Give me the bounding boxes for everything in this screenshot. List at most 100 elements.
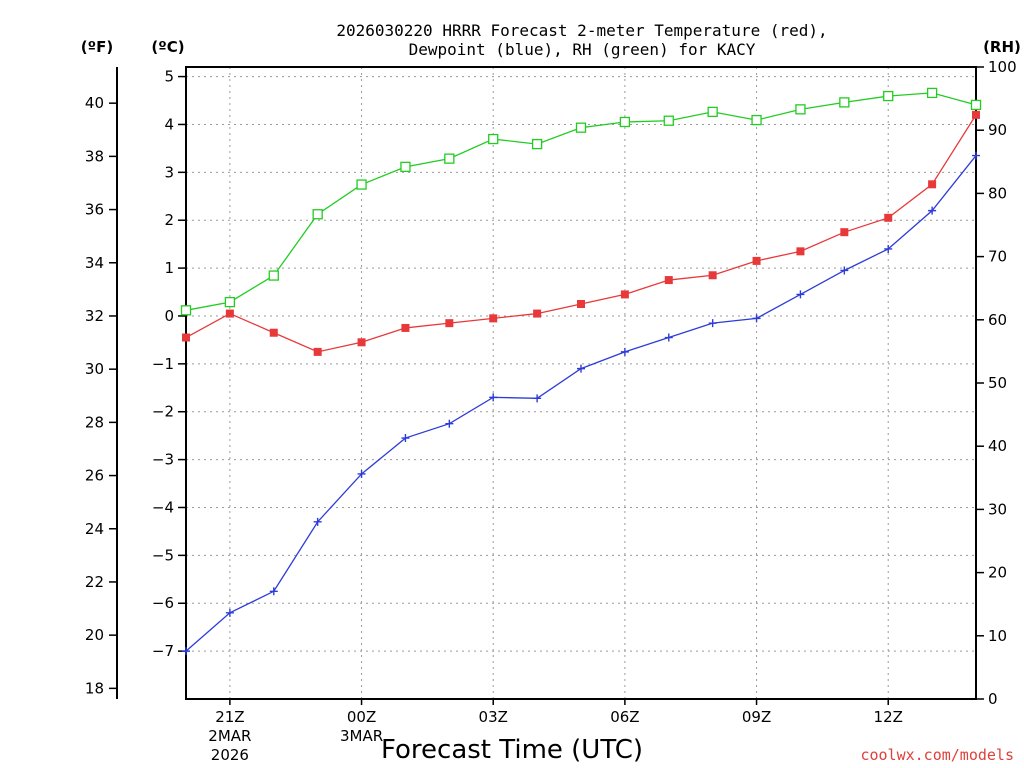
- temperature-point: [489, 314, 498, 323]
- rh-point: [488, 133, 499, 145]
- temperature-point: [313, 347, 322, 356]
- fahrenheit-tick-label: 28: [85, 413, 104, 431]
- x-tick-sublabel: 3MAR: [340, 727, 383, 745]
- fahrenheit-tick-label: 32: [85, 307, 104, 325]
- temperature-point: [533, 309, 542, 318]
- axes: 543210−1−2−3−4−5−6−721Z2MAR202600Z3MAR03…: [85, 58, 1017, 764]
- temperature-point: [620, 290, 629, 299]
- rh-tick-label: 40: [988, 437, 1007, 455]
- celsius-tick-label: −6: [152, 594, 174, 612]
- temperature-point: [225, 309, 234, 318]
- dewpoint-point: [708, 319, 717, 328]
- grid-lines: [186, 67, 976, 699]
- rh-point: [180, 305, 192, 316]
- rh-tick-label: 50: [988, 374, 1007, 392]
- celsius-tick-label: −5: [152, 546, 174, 564]
- rh-tick-label: 90: [988, 121, 1007, 139]
- rh-point: [312, 209, 323, 220]
- dewpoint-point: [840, 266, 849, 275]
- rh-unit-label: (RH): [983, 38, 1021, 56]
- celsius-tick-label: 2: [164, 211, 174, 229]
- rh-point: [795, 104, 806, 115]
- dewpoint-point: [533, 394, 542, 403]
- rh-point: [663, 115, 674, 126]
- celsius-tick-label: −3: [152, 451, 174, 469]
- rh-tick-label: 70: [988, 248, 1007, 266]
- temperature-point: [796, 247, 805, 256]
- celsius-tick-label: −2: [152, 403, 174, 421]
- rh-point: [575, 122, 587, 133]
- fahrenheit-tick-label: 18: [85, 679, 104, 697]
- dewpoint-line: [185, 155, 977, 652]
- rh-point: [751, 114, 762, 126]
- data-series: [180, 87, 982, 656]
- chart-title-line1: 2026030220 HRRR Forecast 2-meter Tempera…: [336, 21, 827, 40]
- rh-point: [883, 90, 894, 102]
- dewpoint-point: [884, 244, 893, 253]
- rh-point: [926, 87, 938, 99]
- fahrenheit-tick-label: 34: [85, 254, 104, 272]
- chart-title-line2: Dewpoint (blue), RH (green) for KACY: [409, 40, 756, 59]
- rh-tick-label: 100: [988, 58, 1017, 76]
- temperature-point: [182, 333, 190, 342]
- rh-point: [839, 97, 850, 108]
- celsius-tick-label: −1: [152, 355, 174, 373]
- dewpoint-point: [445, 419, 454, 428]
- dewpoint-point: [796, 290, 805, 299]
- rh-tick-label: 30: [988, 500, 1007, 518]
- dewpoint-point: [225, 608, 234, 617]
- dewpoint-point: [972, 151, 980, 160]
- celsius-tick-label: −7: [152, 642, 174, 660]
- temperature-point: [708, 271, 717, 280]
- dewpoint-point: [577, 364, 585, 373]
- temperature-point: [972, 110, 980, 119]
- temperature-point: [884, 213, 893, 222]
- fahrenheit-tick-label: 26: [85, 467, 104, 485]
- rh-point: [356, 179, 367, 190]
- dewpoint-point: [489, 393, 498, 402]
- temperature-point: [401, 323, 410, 332]
- fahrenheit-tick-label: 30: [85, 360, 104, 378]
- temperature-point: [752, 256, 761, 265]
- temperature-point: [840, 228, 849, 237]
- celsius-tick-label: 0: [164, 307, 174, 325]
- fahrenheit-tick-label: 20: [85, 626, 104, 644]
- celsius-tick-label: 3: [164, 163, 174, 181]
- fahrenheit-tick-label: 36: [85, 201, 104, 219]
- dewpoint-point: [182, 647, 190, 656]
- rh-tick-label: 60: [988, 311, 1007, 329]
- plot-frame: [185, 66, 977, 700]
- rh-point: [400, 161, 411, 173]
- fahrenheit-tick-label: 38: [85, 147, 104, 165]
- celsius-tick-label: 4: [164, 115, 174, 133]
- temperature-point: [357, 338, 366, 347]
- dewpoint-point: [752, 314, 761, 323]
- celsius-tick-label: −4: [152, 498, 174, 516]
- temperature-point: [928, 180, 937, 189]
- dewpoint-point: [664, 333, 673, 342]
- celsius-tick-label: 5: [164, 68, 174, 86]
- rh-tick-label: 10: [988, 627, 1007, 645]
- rh-point: [707, 106, 718, 118]
- rh-point: [444, 153, 455, 164]
- rh-point: [970, 99, 982, 111]
- dewpoint-point: [620, 347, 629, 356]
- celsius-tick-label: 1: [164, 259, 174, 277]
- rh-point: [268, 270, 279, 281]
- temperature-point: [577, 300, 585, 308]
- x-tick-label: 06Z: [610, 708, 639, 726]
- credit-text: coolwx.com/models: [860, 746, 1014, 764]
- dewpoint-point: [313, 517, 322, 526]
- x-tick-label: 12Z: [874, 708, 903, 726]
- rh-tick-label: 20: [988, 564, 1007, 582]
- fahrenheit-tick-label: 24: [85, 520, 104, 538]
- celsius-unit-label: (ºC): [151, 38, 184, 56]
- rh-point: [619, 116, 631, 128]
- x-tick-label: 03Z: [479, 708, 508, 726]
- dewpoint-point: [269, 587, 278, 596]
- x-tick-label: 09Z: [742, 708, 771, 726]
- rh-point: [531, 138, 543, 150]
- x-tick-sublabel: 2026: [211, 746, 249, 764]
- dewpoint-point: [928, 206, 937, 215]
